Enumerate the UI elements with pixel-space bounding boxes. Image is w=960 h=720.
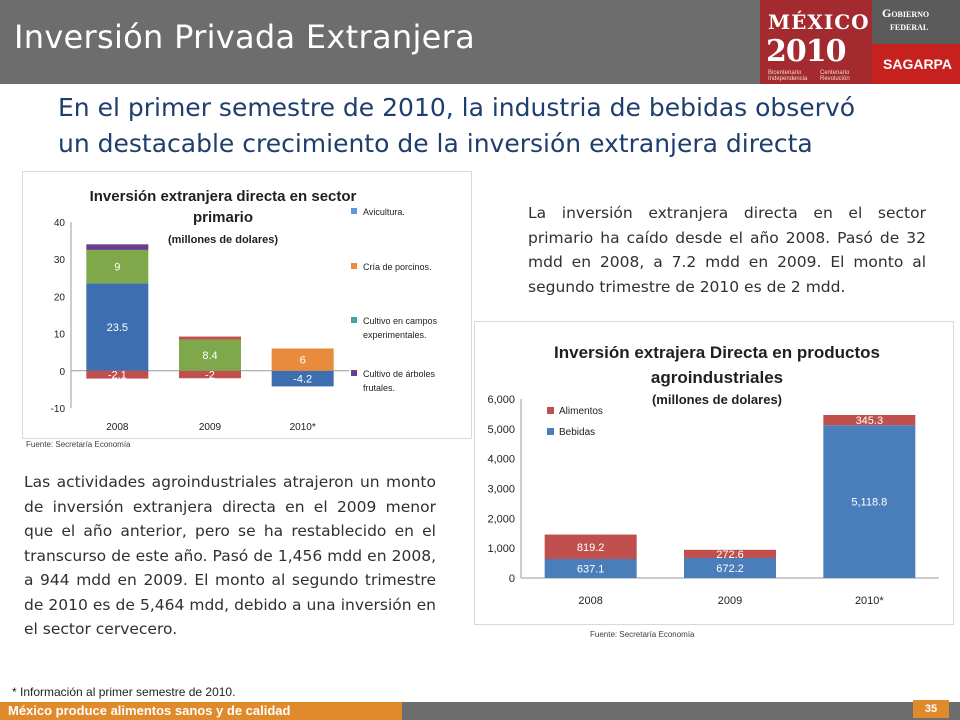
chart1-legend-label: Cría de porcinos. [363, 262, 432, 272]
mexico-logo-caption-left: Bicentenario Independencia [768, 70, 808, 82]
chart1-legend-label: frutales. [363, 383, 395, 393]
chart1-legend-swatch [351, 208, 357, 214]
chart2-y-tick-label: 4,000 [487, 454, 515, 466]
chart2-legend-label: Alimentos [559, 406, 603, 417]
chart1-subtitle: (millones de dolares) [168, 234, 278, 246]
chart1-legend-swatch [351, 370, 357, 376]
chart1-y-tick-label: 30 [54, 255, 66, 266]
chart1-data-label: -2.1 [108, 370, 127, 382]
chart1-y-tick-label: 40 [54, 218, 66, 229]
chart1-category-label: 2010* [290, 422, 316, 433]
chart1-title-line1: Inversión extranjera directa en sector [90, 188, 357, 205]
chart2-category-label: 2008 [578, 595, 602, 607]
chart2-bar [684, 549, 776, 558]
chart1-data-label: 23.5 [107, 322, 128, 334]
chart1-data-label: 6 [300, 355, 306, 367]
chart1-legend-swatch [351, 263, 357, 269]
chart2-y-tick-label: 1,000 [487, 543, 515, 555]
mexico-logo-year: 2010 [766, 34, 846, 69]
chart1-bar [271, 370, 334, 387]
chart1-bar [179, 370, 241, 379]
chart2-y-tick-label: 5,000 [487, 424, 515, 436]
chart1-y-tick-label: 0 [59, 367, 65, 378]
chart2-data-label: 819.2 [577, 542, 605, 554]
chart2-y-tick-label: 2,000 [487, 513, 515, 525]
chart2-data-label: 637.1 [577, 563, 605, 575]
chart2-y-tick-label: 0 [509, 573, 515, 585]
chart-primary-sector: Inversión extranjera directa en sector p… [22, 171, 472, 439]
agroindustrial-paragraph: Las actividades agroindustriales atrajer… [24, 473, 436, 638]
chart1-data-label: -2 [205, 370, 215, 382]
chart1-bar [179, 336, 241, 340]
page-number: 35 [913, 700, 949, 718]
chart1-category-label: 2009 [199, 422, 222, 433]
chart1-bar [86, 244, 149, 250]
primary-sector-paragraph: La inversión extranjera directa en el se… [528, 204, 926, 296]
chart2-data-label: 345.3 [856, 415, 884, 427]
chart1-source: Fuente: Secretaría Economía [26, 440, 131, 449]
chart-primary-sector-svg: Inversión extranjera directa en sector p… [51, 188, 438, 433]
chart1-bar [86, 370, 149, 379]
chart2-bar [823, 414, 916, 426]
chart1-legend-label: experimentales. [363, 330, 427, 340]
chart2-bar [684, 557, 776, 578]
sagarpa-logo-text: SAGARPA [883, 56, 952, 72]
chart1-y-tick-label: 20 [54, 292, 66, 303]
chart1-legend-swatch [351, 317, 357, 323]
chart2-subtitle: (millones de dolares) [652, 392, 782, 407]
chart2-legend-swatch [547, 407, 554, 414]
gobierno-federal-logo: Gobierno federal [872, 0, 960, 44]
chart2-y-tick-label: 6,000 [487, 394, 515, 406]
chart2-y-tick-label: 3,000 [487, 484, 515, 496]
chart1-data-label: 9 [114, 262, 120, 274]
chart2-bar [544, 534, 637, 559]
chart-agroindustrial: Inversión extrajera Directa en productos… [474, 321, 954, 625]
mexico-logo-word: MÉXICO [768, 10, 870, 34]
footnote: * Información al primer semestre de 2010… [12, 685, 236, 699]
chart1-y-tick-label: -10 [51, 404, 66, 415]
chart2-bar [544, 558, 637, 578]
chart2-data-label: 672.2 [716, 563, 744, 575]
footer-slogan: México produce alimentos sanos y de cali… [8, 703, 291, 718]
chart2-data-label: 272.6 [716, 549, 744, 561]
chart2-category-label: 2010* [855, 595, 884, 607]
chart2-source: Fuente: Secretaría Economía [590, 630, 695, 639]
gobierno-logo-line2: federal [890, 19, 929, 33]
chart2-legend-swatch [547, 428, 554, 435]
chart2-legend-label: Bebidas [559, 427, 595, 438]
chart2-title-line2: agroindustriales [651, 368, 783, 387]
chart1-category-label: 2008 [106, 422, 129, 433]
chart-agroindustrial-svg: Inversión extrajera Directa en productos… [487, 343, 939, 607]
chart1-data-label: 8.4 [202, 350, 217, 362]
gobierno-logo-line1: Gobierno [882, 6, 930, 20]
mexico-2010-logo: MÉXICO 2010 Bicentenario Independencia C… [760, 0, 872, 84]
chart1-legend-label: Cultivo de árboles [363, 369, 436, 379]
chart1-legend-label: Cultivo en campos [363, 316, 438, 326]
page-title: Inversión Privada Extranjera [14, 18, 476, 56]
chart2-data-label: 5,118.8 [851, 497, 887, 509]
headline: En el primer semestre de 2010, la indust… [58, 93, 856, 158]
chart1-legend-label: Avicultura. [363, 207, 405, 217]
chart2-bar [823, 425, 916, 578]
chart1-bar [86, 283, 149, 371]
chart2-category-label: 2009 [718, 595, 742, 607]
chart1-bar [271, 348, 334, 371]
slogan-band [0, 702, 402, 720]
sagarpa-logo: SAGARPA [872, 44, 960, 84]
chart1-data-label: -4.2 [293, 374, 312, 386]
chart1-title-line2: primario [193, 209, 253, 226]
chart2-title-line1: Inversión extrajera Directa en productos [554, 343, 880, 362]
chart1-bar [179, 339, 241, 371]
mexico-logo-caption-right: Centenario Revolución [820, 70, 850, 82]
chart1-y-tick-label: 10 [54, 330, 66, 341]
chart1-bar [86, 249, 149, 284]
